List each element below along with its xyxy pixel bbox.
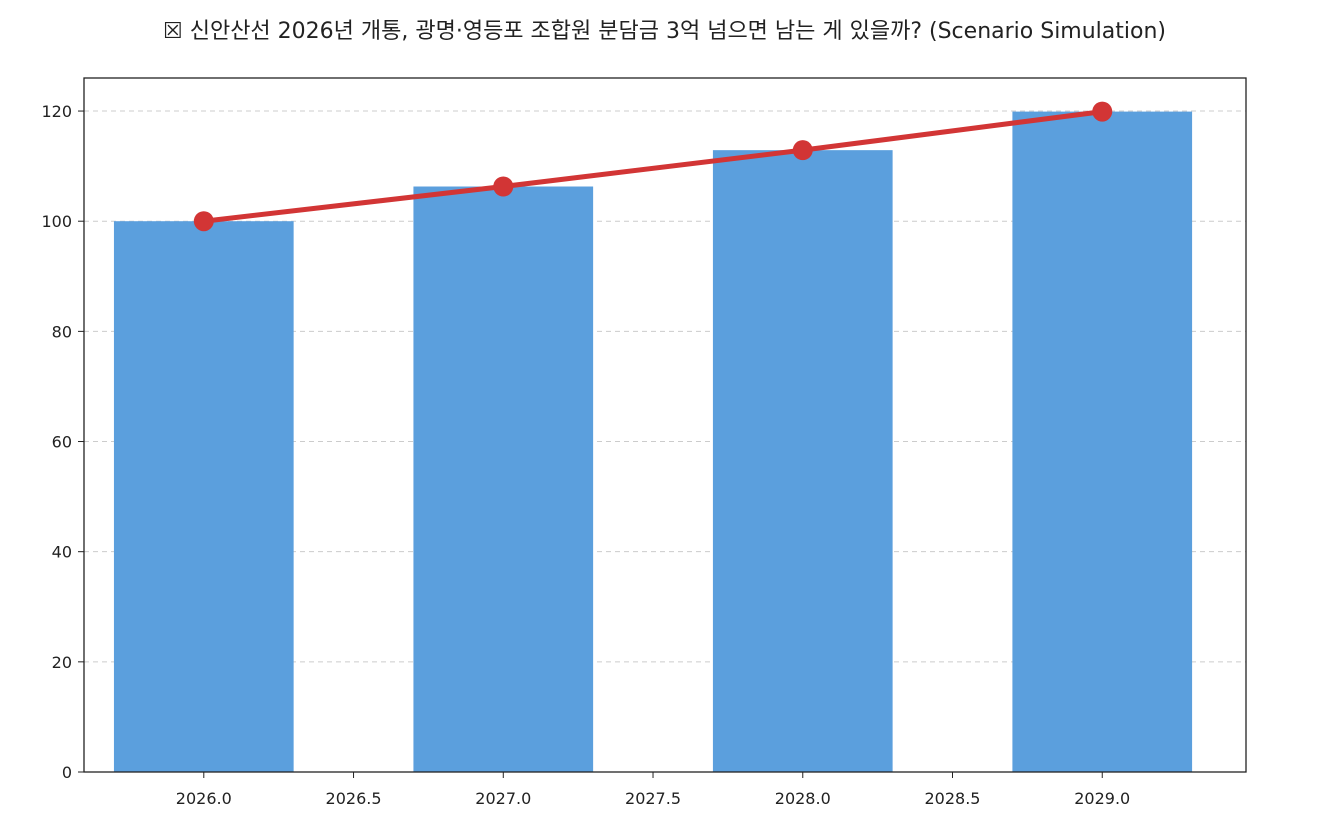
x-tick-label: 2027.5 — [625, 789, 681, 808]
y-tick-label: 60 — [52, 433, 72, 452]
bar — [413, 186, 594, 772]
line-point — [792, 140, 813, 161]
x-tick-label: 2027.0 — [475, 789, 531, 808]
bar — [113, 221, 294, 772]
bar — [1012, 111, 1193, 773]
y-tick-label: 80 — [52, 322, 72, 341]
x-tick-label: 2028.5 — [925, 789, 981, 808]
chart-title: ☒ 신안산선 2026년 개통, 광명·영등포 조합원 분담금 3억 넘으면 남… — [163, 19, 1166, 44]
y-tick-label: 100 — [41, 212, 72, 231]
line-point — [193, 211, 214, 232]
line-series — [193, 101, 1113, 232]
y-tick-label: 40 — [52, 543, 72, 562]
bar-series — [113, 111, 1193, 773]
x-tick-label: 2029.0 — [1074, 789, 1130, 808]
y-tick-label: 0 — [62, 763, 72, 782]
axes — [78, 77, 1247, 778]
x-tick-label: 2026.0 — [176, 789, 232, 808]
line-point — [493, 176, 514, 197]
tick-labels: 0 20 40 60 80 100 120 2026.0 2026.5 2027.0 2027.5 2… — [41, 102, 1130, 808]
line-point — [1092, 101, 1113, 122]
x-tick-label: 2028.0 — [775, 789, 831, 808]
trend-line — [203, 109, 1103, 224]
y-tick-label: 20 — [52, 653, 72, 672]
bar — [712, 150, 893, 773]
plot-frame — [83, 77, 1247, 773]
x-tick-label: 2026.5 — [326, 789, 382, 808]
y-tick-label: 120 — [41, 102, 72, 121]
